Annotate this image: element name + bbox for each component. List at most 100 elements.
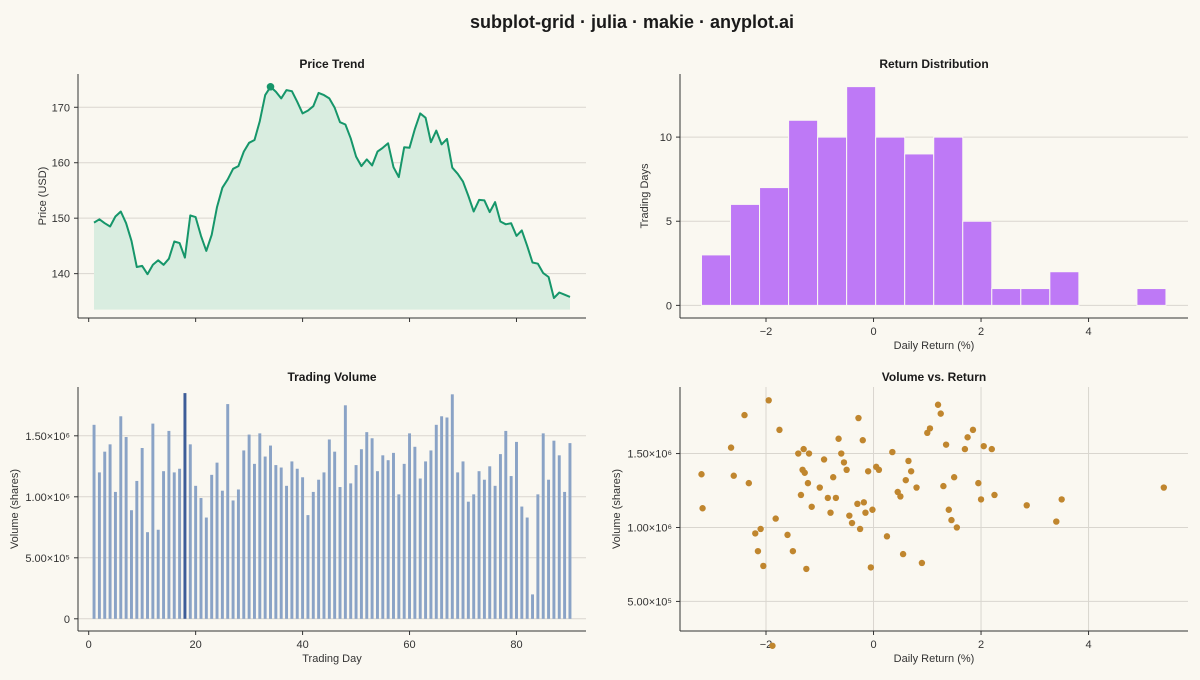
volume-bar (563, 491, 567, 619)
x-tick-label: 0 (870, 326, 876, 338)
scatter-point (803, 565, 810, 573)
volume-bar (349, 483, 353, 619)
scatter-point (1023, 502, 1030, 509)
x-tick-label: 4 (1085, 639, 1091, 651)
volume-bar (504, 430, 508, 619)
scatter-point (698, 471, 705, 478)
volume-bar (97, 472, 101, 619)
scatter-point (883, 533, 891, 540)
panel-title: Price Trend (299, 57, 364, 71)
figure-title: subplot-grid · julia · makie · anyplot.a… (470, 12, 794, 32)
volume-bar (311, 491, 315, 619)
volume-bar (113, 491, 117, 619)
scatter-point (727, 444, 735, 451)
scatter-point (854, 500, 861, 508)
scatter-point (1160, 484, 1168, 491)
volume-bar (515, 441, 518, 619)
volume-bar (124, 437, 128, 619)
price-peak-marker (266, 82, 275, 91)
volume-bar (135, 480, 139, 619)
x-axis-label: Trading Day (302, 653, 362, 665)
scatter-point (730, 472, 737, 479)
scatter-point (848, 519, 856, 527)
y-tick-label: 150 (52, 213, 70, 225)
scatter-point (795, 450, 802, 457)
histogram-bar (817, 136, 848, 306)
y-tick-label: 160 (52, 158, 70, 170)
y-tick-label: 0 (64, 614, 70, 626)
x-tick-label: −2 (760, 639, 773, 651)
scatter-point (846, 512, 853, 519)
scatter-point (875, 466, 883, 474)
volume-bar (92, 424, 96, 619)
panel-title: Return Distribution (879, 57, 988, 71)
scatter-point (948, 516, 955, 524)
histogram-bar (904, 153, 935, 306)
volume-bar (477, 471, 481, 619)
scatter-point (808, 503, 815, 510)
panel-trading-volume: Trading Volume 0 5.00×10⁵ 1.00×10⁶ 1.50×10⁶ 0… (9, 370, 586, 665)
histogram-bar (730, 203, 761, 306)
scatter-point (907, 468, 915, 475)
volume-bar (252, 463, 256, 619)
y-axis-label: Volume (shares) (611, 469, 623, 549)
volume-bar (440, 416, 444, 619)
volume-bar (322, 472, 326, 619)
volume-bar (472, 494, 476, 619)
scatter-point (800, 445, 807, 453)
histogram-bar (1136, 288, 1167, 306)
volume-bar (210, 474, 214, 619)
scatter-point (832, 494, 840, 502)
volume-bar (482, 479, 486, 619)
histogram-bar (1020, 288, 1051, 306)
scatter-point (953, 524, 961, 531)
panel-return-distribution: Return Distribution 0 5 10 −2 0 2 4 Daily Return… (639, 57, 1188, 352)
scatter-point (827, 509, 834, 516)
scatter-point (772, 515, 779, 522)
histogram-bar (962, 220, 993, 306)
volume-bar (183, 393, 187, 619)
volume-bar (547, 479, 551, 619)
scatter-point (964, 434, 971, 441)
panel-title: Volume vs. Return (882, 370, 986, 384)
scatter-point (776, 426, 783, 434)
scatter-point (741, 411, 748, 419)
volume-bar (343, 405, 347, 619)
histogram-bar (788, 119, 819, 306)
histogram-bar (759, 187, 790, 306)
x-tick-label: 40 (296, 639, 308, 651)
histogram-bar (846, 86, 877, 306)
volume-bar (247, 434, 251, 619)
scatter-point (757, 525, 764, 533)
x-tick-label: 2 (978, 639, 984, 651)
price-line (93, 85, 571, 299)
scatter-point (816, 484, 823, 491)
scatter-point (860, 499, 868, 506)
scatter-point (980, 442, 987, 450)
volume-bar (199, 498, 203, 619)
histogram-bar (1049, 271, 1080, 306)
volume-bar (327, 439, 331, 619)
volume-bar (156, 529, 160, 619)
y-axis-label: Trading Days (639, 163, 651, 229)
volume-bar (461, 461, 465, 619)
volume-bar (525, 517, 529, 619)
scatter-point (760, 562, 767, 570)
scatter-point (784, 531, 791, 539)
scatter-point (859, 437, 866, 444)
y-tick-label: 170 (52, 102, 70, 114)
volume-bar (162, 471, 166, 619)
volume-bar (178, 468, 182, 619)
scatter-point (991, 491, 998, 499)
price-area-fill (94, 86, 570, 310)
scatter-point (988, 445, 995, 453)
volume-bar (226, 404, 230, 619)
y-tick-label: 5 (666, 216, 672, 228)
x-tick-label: 60 (403, 639, 415, 651)
volume-bar (130, 510, 133, 619)
scatter-point (838, 450, 845, 457)
volume-bar (488, 466, 492, 619)
y-tick-label: 1.00×10⁶ (25, 492, 70, 504)
